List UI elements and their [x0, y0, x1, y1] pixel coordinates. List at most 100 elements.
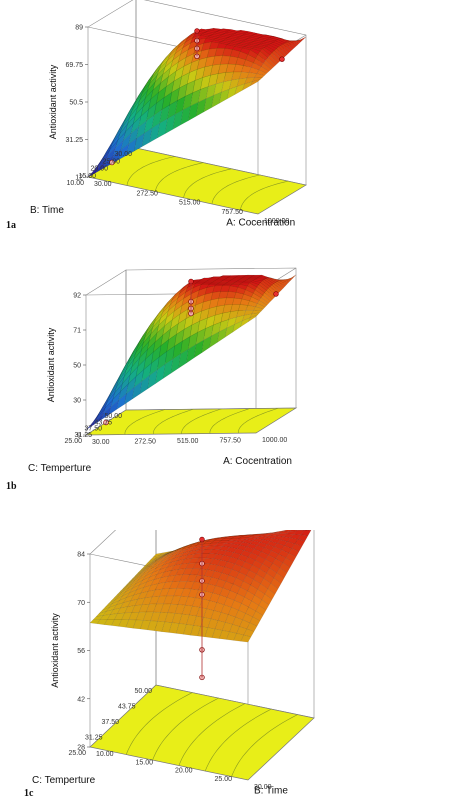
z-axis-label: Antioxidant activity: [46, 327, 56, 402]
x-axis: 10.00 15.00 20.00 25.00 30.00B: Time: [96, 751, 288, 797]
surface-cell: [276, 567, 288, 579]
figure-panel-1c: 28 42 56 70 84 Antioxidant activity 10.00 15.00…: [0, 530, 457, 806]
y-axis-label: C: Temperture: [32, 775, 96, 786]
figure-panel-1a: 12 31.25 50.5 69.75 89 Antioxidant activity 30…: [0, 0, 457, 262]
y-tick-label: 37.50: [84, 426, 102, 433]
x-tick-label: 272.50: [137, 190, 159, 197]
z-tick-label: 92: [73, 293, 81, 300]
z-tick-label: 9: [77, 433, 81, 440]
surface-plot-1a: 12 31.25 50.5 69.75 89 Antioxidant activity 30…: [6, 0, 307, 231]
y-tick-label: 31.25: [74, 432, 92, 439]
z-tick-label: 28: [77, 745, 85, 752]
z-tick-label: 12: [75, 175, 83, 182]
x-axis-label: A: Cocentration: [223, 456, 292, 467]
x-tick-label: 757.50: [222, 209, 244, 216]
surface-cell: [246, 622, 258, 632]
surface-cell: [284, 41, 296, 50]
x-tick-label: 30.00: [94, 181, 112, 188]
surface-cell: [300, 530, 312, 536]
surface-cell: [273, 572, 285, 584]
floor-contour: [155, 162, 204, 192]
surface-cell: [297, 534, 309, 542]
surface-cell: [291, 543, 303, 552]
y-tick-label: 25.00: [64, 438, 82, 445]
surface-cell: [258, 297, 269, 306]
surface-cell: [267, 583, 279, 595]
floor-contour: [126, 156, 176, 186]
floor-contour: [240, 180, 289, 211]
y-tick-label: 50.00: [134, 688, 152, 695]
x-tick-label: 20.00: [175, 768, 193, 775]
surface-cell: [278, 280, 289, 285]
design-points: [103, 278, 279, 426]
surface-plot-1b: 9 30 50 71 92 Antioxidant activity 30.00 272.50…: [6, 267, 298, 492]
floor-contour: [153, 408, 194, 435]
z-tick-label: 56: [77, 648, 85, 655]
design-points: [199, 536, 205, 681]
z-tick-label: 71: [73, 328, 81, 335]
surface-cell: [260, 63, 272, 72]
surface-cell: [270, 577, 282, 590]
x-axis-label: B: Time: [254, 786, 288, 797]
surface-cell: [252, 77, 263, 82]
y-tick-label: 37.50: [101, 719, 119, 726]
y-tick-label: 43.75: [94, 419, 112, 426]
floor-contour: [238, 407, 279, 434]
y-axis-label: B: Time: [30, 205, 64, 216]
z-axis-label: Antioxidant activity: [50, 613, 60, 688]
x-tick-label: 515.00: [177, 438, 199, 445]
x-tick-label: 15.00: [136, 759, 154, 766]
z-tick-label: 84: [77, 552, 85, 559]
floor-contour: [209, 408, 251, 434]
floor-contour: [211, 174, 261, 205]
z-tick-label: 42: [77, 696, 85, 703]
surface-cell: [247, 314, 258, 323]
surface-cell: [264, 588, 276, 600]
floor-contour: [125, 692, 193, 755]
z-tick-label: 70: [77, 600, 85, 607]
figure-panel-1b: 9 30 50 71 92 Antioxidant activity 30.00 272.50…: [0, 262, 457, 530]
surface-cell: [249, 312, 261, 318]
y-tick-label: 25.00: [102, 158, 120, 165]
floor-contour: [152, 697, 219, 761]
x-tick-label: 757.50: [220, 438, 242, 445]
design-point: [279, 56, 285, 62]
panel-label: 1a: [6, 220, 16, 231]
y-tick-label: 15.00: [78, 173, 96, 180]
x-tick-label: 515.00: [179, 200, 201, 207]
surface-cell: [282, 557, 294, 568]
y-tick-label: 25.00: [68, 750, 86, 757]
response-surface: [87, 28, 307, 178]
surface-cell: [261, 593, 273, 606]
surface-cell: [288, 548, 300, 558]
design-point: [273, 291, 279, 297]
surface-cell: [240, 634, 252, 643]
response-surface: [89, 530, 312, 643]
floor-contour: [231, 714, 298, 777]
x-tick-label: 25.00: [215, 776, 233, 783]
panel-label: 1c: [24, 788, 34, 799]
z-tick-label: 31.25: [65, 137, 83, 144]
design-point: [103, 419, 109, 426]
z-tick-label: 69.75: [65, 62, 83, 69]
surface-cell: [279, 562, 291, 574]
y-tick-label: 30.00: [114, 151, 132, 158]
floor-contour: [183, 168, 232, 198]
x-tick-label: 1000.00: [262, 437, 287, 444]
contour-floor: [84, 407, 298, 436]
floor-contour: [124, 409, 166, 435]
x-axis-label: A: Cocentration: [226, 218, 295, 229]
x-tick-label: 30.00: [92, 439, 110, 446]
z-tick-label: 50: [73, 363, 81, 370]
surface-plot-1c: 28 42 56 70 84 Antioxidant activity 10.00 15.00…: [24, 530, 315, 799]
surface-cell: [255, 605, 267, 616]
y-axis-label: C: Temperture: [28, 463, 92, 474]
x-tick-label: 10.00: [96, 751, 114, 758]
surface-cell: [285, 553, 297, 563]
floor-contour: [181, 408, 222, 434]
